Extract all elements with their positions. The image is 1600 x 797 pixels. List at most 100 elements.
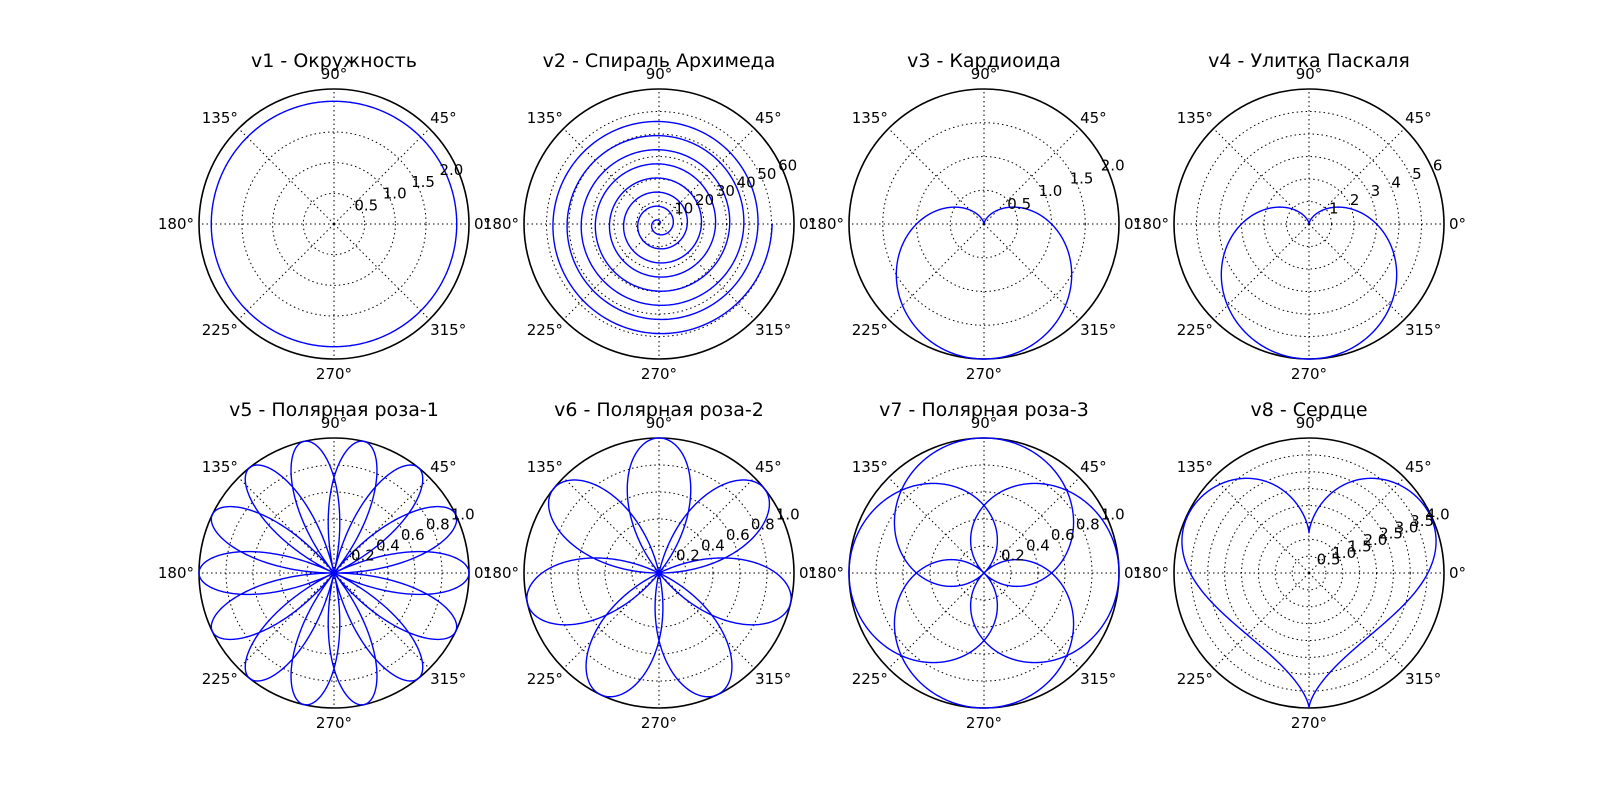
polar-curve [552, 120, 773, 335]
subplot-title: v5 - Полярная роза-1 [229, 399, 439, 421]
subplot-title: v6 - Полярная роза-2 [554, 399, 764, 421]
radial-tick-label: 30 [716, 182, 735, 200]
polar-curve [210, 100, 458, 348]
angle-tick-label: 225° [527, 321, 563, 339]
radial-tick-label: 1.0 [383, 185, 407, 203]
radial-tick-label: 10 [674, 199, 693, 217]
angular-gridline [1308, 572, 1405, 669]
polar-subplot: v1 - Окружность 0° 45° 90° 135° 180° 225° 270° 3… [158, 50, 491, 383]
subplot-title: v7 - Полярная роза-3 [879, 399, 1089, 421]
radial-tick-label: 1.0 [776, 505, 800, 523]
radial-tick-label: 1.0 [451, 505, 475, 523]
radial-tick-label: 0.4 [701, 536, 725, 554]
angular-gridline [658, 223, 755, 320]
angle-tick-label: 135° [852, 109, 888, 127]
angle-tick-label: 315° [755, 670, 791, 688]
radial-gridline [949, 189, 1019, 259]
angle-tick-label: 0° [799, 215, 816, 233]
angle-tick-label: 45° [755, 109, 782, 127]
angle-tick-label: 270° [966, 365, 1002, 383]
angle-tick-label: 270° [316, 714, 352, 732]
angular-gridline [563, 128, 660, 225]
radial-tick-label: 50 [757, 165, 776, 183]
subplot-title: v1 - Окружность [251, 50, 417, 72]
radial-tick-label: 4.0 [1426, 505, 1450, 523]
angle-tick-label: 180° [1133, 564, 1169, 582]
radial-gridline [1207, 471, 1411, 675]
angle-tick-label: 270° [1291, 365, 1327, 383]
angle-tick-label: 270° [1291, 714, 1327, 732]
radial-tick-label: 0.2 [1001, 547, 1025, 565]
angle-tick-label: 270° [641, 365, 677, 383]
radial-tick-label: 2.0 [1363, 531, 1387, 549]
polar-subplot: v7 - Полярная роза-3 0° 45° 90° 135° 180° 225°… [808, 399, 1141, 732]
polar-curve [1220, 206, 1398, 360]
angle-tick-label: 0° [474, 215, 491, 233]
radial-tick-label: 5 [1412, 165, 1422, 183]
radial-tick-label: 60 [778, 156, 797, 174]
angular-gridline [888, 572, 985, 669]
polar-frame [523, 88, 795, 360]
radial-gridline [272, 162, 396, 286]
angle-tick-label: 90° [321, 414, 348, 432]
radial-tick-label: 40 [737, 174, 756, 192]
angle-tick-label: 225° [1177, 321, 1213, 339]
radial-tick-label: 20 [695, 191, 714, 209]
radial-tick-label: 3 [1371, 182, 1381, 200]
radial-tick-label: 6 [1433, 156, 1443, 174]
angular-gridline [238, 572, 335, 669]
polar-curve [895, 206, 1073, 360]
radial-tick-label: 0.2 [676, 547, 700, 565]
angle-tick-label: 135° [852, 458, 888, 476]
radial-tick-label: 1.5 [1348, 538, 1372, 556]
angle-tick-label: 180° [158, 215, 194, 233]
angular-gridline [1213, 128, 1310, 225]
angle-tick-label: 0° [474, 564, 491, 582]
angular-gridline [888, 223, 985, 320]
radial-tick-label: 0.6 [1051, 526, 1075, 544]
radial-gridline [302, 192, 366, 256]
radial-tick-label: 0.8 [426, 516, 450, 534]
polar-subplot: v8 - Сердце 0° 45° 90° 135° 180° 225° 270° 315° 0… [1133, 399, 1466, 732]
angular-gridline [658, 572, 755, 669]
radial-tick-label: 0.8 [1076, 516, 1100, 534]
angular-gridline [658, 128, 755, 225]
angular-gridline [1213, 477, 1310, 574]
angle-tick-label: 0° [1449, 215, 1466, 233]
angle-tick-label: 135° [202, 458, 238, 476]
angular-gridline [1308, 128, 1405, 225]
angle-tick-label: 45° [1080, 458, 1107, 476]
radial-gridline [1291, 555, 1327, 591]
radial-tick-label: 0.5 [1007, 195, 1031, 213]
angle-tick-label: 270° [641, 714, 677, 732]
angular-gridline [238, 223, 335, 320]
radial-tick-label: 1.5 [1070, 169, 1094, 187]
radial-tick-label: 0.5 [354, 196, 378, 214]
angular-gridline [563, 572, 660, 669]
angle-tick-label: 180° [483, 564, 519, 582]
angle-tick-label: 315° [755, 321, 791, 339]
radial-tick-label: 2 [1350, 191, 1360, 209]
radial-tick-label: 1.0 [1038, 182, 1062, 200]
angular-gridline [238, 128, 335, 225]
radial-tick-label: 0.6 [726, 526, 750, 544]
angle-tick-label: 225° [202, 670, 238, 688]
angular-gridline [333, 477, 430, 574]
angular-gridline [888, 128, 985, 225]
angle-tick-label: 270° [316, 365, 352, 383]
angular-gridline [238, 477, 335, 574]
angle-tick-label: 45° [430, 109, 457, 127]
angle-tick-label: 315° [1080, 670, 1116, 688]
angle-tick-label: 45° [1405, 458, 1432, 476]
polar-curve [526, 437, 792, 698]
radial-tick-label: 4 [1391, 174, 1401, 192]
radial-tick-label: 0.6 [401, 526, 425, 544]
angle-tick-label: 270° [966, 714, 1002, 732]
angle-tick-label: 315° [1405, 321, 1441, 339]
polar-subplot: v4 - Улитка Паскаля 0° 45° 90° 135° 180° 225° 2… [1133, 50, 1466, 383]
radial-tick-label: 1.5 [411, 173, 435, 191]
angle-tick-label: 45° [430, 458, 457, 476]
radial-gridline [1274, 538, 1344, 608]
radial-tick-label: 1 [1329, 199, 1339, 217]
